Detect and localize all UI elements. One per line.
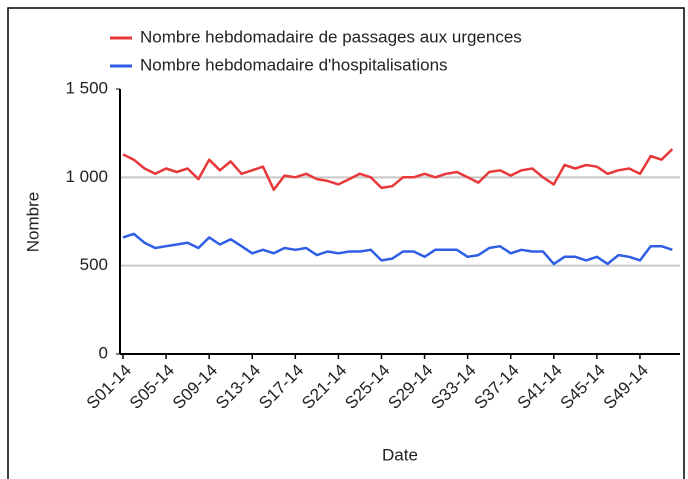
x-tick-label: S21-14 (298, 361, 350, 413)
series-line (122, 148, 674, 191)
x-tick-label: S13-14 (212, 361, 264, 413)
y-tick-label: 500 (80, 255, 108, 274)
x-tick-label: S25-14 (341, 361, 393, 413)
x-tick-label: S05-14 (126, 361, 178, 413)
x-tick-label: S49-14 (600, 361, 652, 413)
legend-label: Nombre hebdomadaire d'hospitalisations (140, 55, 448, 74)
x-tick-label: S37-14 (471, 361, 523, 413)
x-tick-label: S17-14 (255, 361, 307, 413)
x-axis-title: Date (382, 445, 418, 464)
x-tick-label: S33-14 (427, 361, 479, 413)
frame (7, 7, 685, 479)
y-axis-title: Nombre (23, 192, 42, 252)
y-tick-label: 1 000 (65, 167, 108, 186)
legend-label: Nombre hebdomadaire de passages aux urge… (140, 27, 522, 46)
y-tick-label: 0 (99, 343, 108, 362)
x-tick-label: S29-14 (384, 361, 436, 413)
x-tick-label: S01-14 (83, 361, 135, 413)
series-line (122, 232, 673, 266)
x-tick-label: S45-14 (557, 361, 609, 413)
y-tick-label: 1 500 (65, 78, 108, 97)
x-tick-label: S41-14 (514, 361, 566, 413)
x-tick-label: S09-14 (169, 361, 221, 413)
